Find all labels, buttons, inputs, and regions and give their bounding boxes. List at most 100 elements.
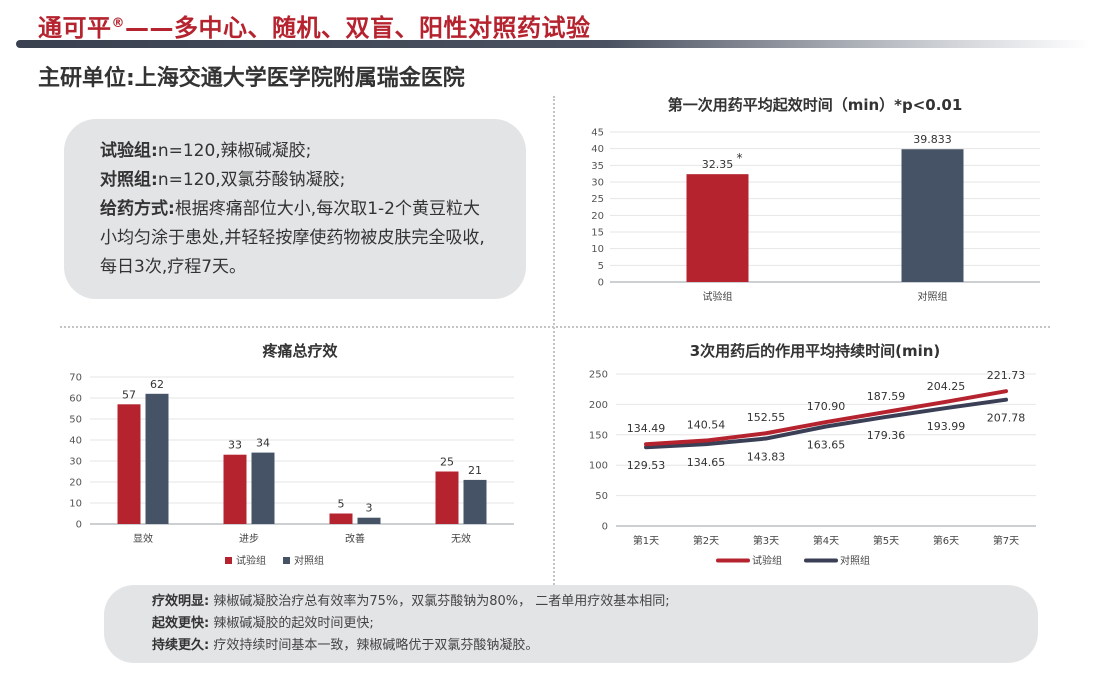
bar-test (117, 404, 141, 524)
y-tick-label: 20 (591, 211, 604, 222)
data-label: 143.83 (747, 451, 786, 464)
data-label: 62 (150, 378, 164, 391)
info-key: 试验组: (100, 141, 158, 161)
data-label: 39.833 (913, 133, 952, 146)
data-label: 207.78 (987, 412, 1026, 425)
page-subtitle: 主研单位:上海交通大学医学院附属瑞金医院 (38, 66, 465, 91)
x-tick-label: 第4天 (813, 534, 839, 547)
bar-test (223, 454, 247, 524)
info-key: 给药方式: (100, 199, 175, 219)
data-label: 221.73 (987, 369, 1026, 382)
data-label: 193.99 (927, 420, 966, 433)
data-label: 187.59 (867, 390, 906, 403)
vertical-divider (553, 96, 555, 656)
data-label: 152.55 (747, 411, 786, 424)
y-tick-label: 45 (591, 128, 604, 139)
x-tick-label: 对照组 (918, 290, 948, 303)
summary-line-onset: 起效更快: 辣椒碱凝胶的起效时间更快; (152, 613, 1038, 635)
summary-key: 疗效明显: (152, 594, 210, 609)
bar-control (251, 452, 275, 524)
info-line-dosing: 给药方式:根据疼痛部位大小,每次取1-2个黄豆粒大小均匀涂于患处,并轻轻按摩使药… (100, 195, 496, 282)
y-tick-label: 150 (589, 430, 608, 441)
y-tick-label: 20 (69, 478, 82, 489)
legend-swatch (283, 557, 290, 564)
significance-mark: * (737, 151, 743, 165)
legend-label: 对照组 (840, 554, 870, 567)
summary-key: 起效更快: (152, 616, 210, 631)
trial-info-box: 试验组:n=120,辣椒碱凝胶; 对照组:n=120,双氯芬酸钠凝胶; 给药方式… (64, 119, 526, 299)
x-tick-label: 第2天 (693, 534, 719, 547)
x-tick-label: 改善 (345, 532, 365, 545)
data-label: 134.65 (687, 456, 726, 469)
data-label: 57 (122, 388, 136, 401)
series-line-control (644, 397, 1008, 450)
legend-label: 对照组 (294, 554, 324, 567)
summary-line-duration: 持续更久: 疗效持续时间基本一致，辣椒碱略优于双氯芬酸钠凝胶。 (152, 635, 1038, 657)
horizontal-divider (60, 326, 1050, 328)
y-tick-label: 10 (591, 244, 604, 255)
data-label: 25 (440, 456, 454, 469)
chart1-title: 第一次用药平均起效时间（min）*p<0.01 (667, 96, 963, 114)
y-tick-label: 5 (598, 261, 604, 272)
chart3-title: 3次用药后的作用平均持续时间(min) (689, 342, 941, 360)
y-tick-label: 15 (591, 228, 604, 239)
data-label: 170.90 (807, 400, 846, 413)
data-label: 179.36 (867, 429, 906, 442)
y-tick-label: 0 (76, 520, 82, 531)
registered-mark: ® (111, 16, 125, 31)
bar (686, 174, 749, 282)
data-label: 21 (468, 464, 482, 477)
y-tick-label: 50 (595, 491, 608, 502)
data-label: 3 (366, 502, 373, 515)
y-tick-label: 0 (602, 522, 608, 533)
x-tick-label: 无效 (451, 532, 471, 545)
data-label: 34 (256, 437, 270, 450)
bar-test (329, 513, 353, 524)
bar-control (463, 479, 487, 524)
y-tick-label: 40 (591, 144, 604, 155)
summary-line-efficacy: 疗效明显: 辣椒碱凝胶治疗总有效率为75%，双氯芬酸钠为80%， 二者单用疗效基… (152, 591, 1038, 613)
y-tick-label: 50 (69, 415, 82, 426)
y-tick-label: 40 (69, 436, 82, 447)
summary-key: 持续更久: (152, 638, 210, 653)
y-tick-label: 70 (69, 373, 82, 384)
onset-time-chart: 0 5 10 15 20 25 30 35 40 45 32.35 * 试验组 39.833 对照组 (591, 128, 1040, 303)
info-line-test-group: 试验组:n=120,辣椒碱凝胶; (100, 137, 496, 166)
y-tick-label: 250 (589, 370, 608, 381)
x-tick-label: 显效 (133, 532, 153, 545)
bar-control (357, 517, 381, 524)
y-tick-label: 10 (69, 499, 82, 510)
y-tick-label: 60 (69, 394, 82, 405)
y-tick-label: 30 (591, 178, 604, 189)
data-label: 204.25 (927, 380, 966, 393)
y-tick-label: 25 (591, 194, 604, 205)
data-label: 129.53 (627, 459, 666, 472)
summary-value: 辣椒碱凝胶治疗总有效率为75%，双氯芬酸钠为80%， 二者单用疗效基本相同; (213, 594, 670, 609)
info-value: 根据疼痛部位大小,每次取1-2个黄豆粒大小均匀涂于患处,并轻轻按摩使药物被皮肤完… (100, 199, 485, 277)
legend-swatch (225, 557, 232, 564)
bar-control (145, 393, 169, 524)
data-label: 5 (338, 498, 345, 511)
bar (901, 149, 964, 282)
page-title: 通可平®——多中心、随机、双盲、阳性对照药试验 (38, 8, 591, 43)
title-underline-bar (16, 40, 1090, 48)
chart2-title: 疼痛总疗效 (262, 342, 338, 360)
y-tick-label: 100 (589, 461, 608, 472)
title-rest: ——多中心、随机、双盲、阳性对照药试验 (125, 14, 591, 42)
x-tick-label: 进步 (239, 533, 259, 545)
x-tick-label: 第3天 (753, 534, 779, 547)
y-tick-label: 35 (591, 161, 604, 172)
data-label: 33 (228, 439, 242, 452)
x-tick-label: 第7天 (993, 534, 1019, 547)
x-tick-label: 试验组 (703, 290, 733, 303)
y-tick-label: 30 (69, 457, 82, 468)
pain-efficacy-chart: 0 10 20 30 40 50 60 70 57 62 显效 33 34 进步 5 3 改善 25 21 无效试验组… (69, 373, 514, 567)
info-line-control-group: 对照组:n=120,双氯芬酸钠凝胶; (100, 166, 496, 195)
summary-value: 辣椒碱凝胶的起效时间更快; (213, 616, 374, 631)
bar-test (435, 471, 459, 524)
info-key: 对照组: (100, 170, 158, 190)
x-tick-label: 第5天 (873, 534, 899, 547)
data-label: 134.49 (627, 422, 666, 435)
legend-label: 试验组 (752, 554, 782, 567)
summary-value: 疗效持续时间基本一致，辣椒碱略优于双氯芬酸钠凝胶。 (213, 638, 539, 653)
